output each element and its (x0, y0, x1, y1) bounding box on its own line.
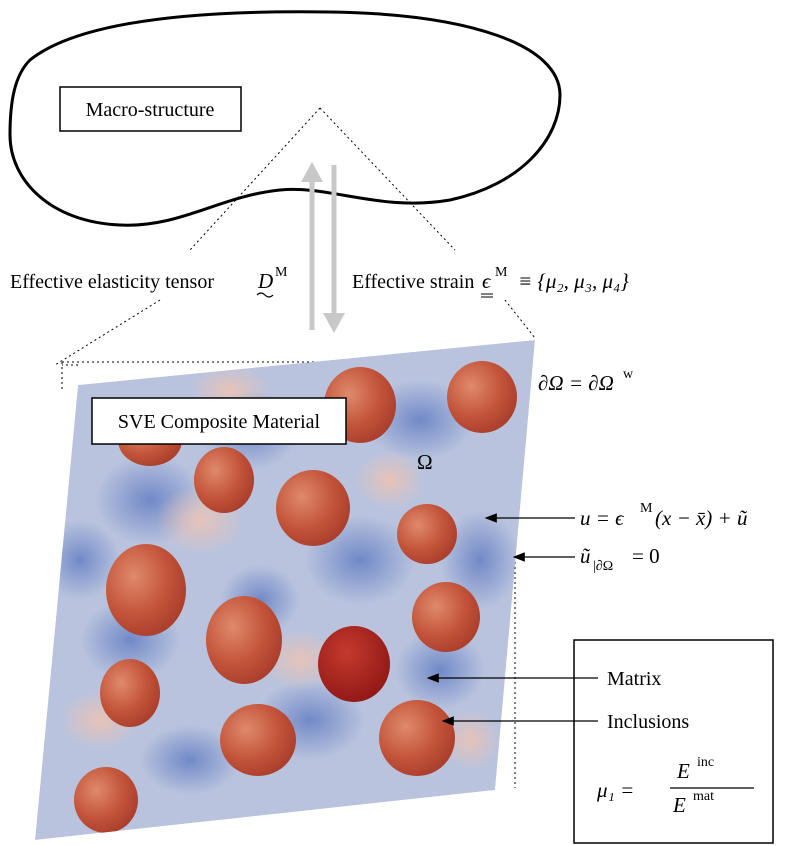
inclusion (318, 626, 390, 702)
displacement-equation-superscript: M (640, 501, 653, 516)
sve-label-box (91, 397, 347, 445)
boundary-condition-rest: = 0 (632, 544, 660, 568)
displacement-equation-rest: (x − x̄) + ũ (655, 506, 748, 530)
ratio-denominator-superscript: mat (693, 789, 714, 804)
legend-box (573, 639, 774, 844)
domain-label: Ω (417, 450, 433, 474)
elasticity-symbol: D (257, 269, 273, 293)
effective-elasticity-text: Effective elasticity tensor (10, 271, 214, 293)
ratio-denominator: E (672, 793, 686, 817)
displacement-equation-main: u = ϵ (580, 506, 625, 530)
inclusion (397, 504, 457, 564)
inclusion (276, 470, 350, 546)
boundary-superscript: w (623, 367, 634, 382)
boundary-equation: ∂Ω = ∂Ω (538, 371, 614, 395)
inclusion (220, 704, 296, 776)
ratio-numerator-superscript: inc (697, 755, 714, 770)
effective-strain-label: Effective strain ϵ M ≡ {μ₂, μ₃, μ₄} (352, 265, 629, 298)
inclusion (379, 700, 455, 776)
inclusion (74, 767, 138, 833)
macro-structure-label: Macro-structure (86, 99, 215, 121)
inclusion (194, 447, 254, 513)
matrix-field-red (60, 365, 500, 770)
effective-elasticity-label: Effective elasticity tensor D M (10, 265, 288, 298)
boundary-condition: ũ |∂Ω = 0 (512, 544, 660, 574)
strain-symbol: ϵ (482, 269, 492, 293)
strain-parameter-set: ≡ {μ₂, μ₃, μ₄} (518, 269, 629, 293)
inclusion (100, 659, 160, 727)
sve-composite-field (35, 340, 535, 840)
matrix-label: Matrix (607, 668, 661, 690)
macro-structure-outline (8, 10, 562, 227)
elasticity-superscript: M (275, 265, 288, 280)
stiffness-ratio: μ₁ = E inc E mat (596, 755, 754, 817)
inclusions-label: Inclusions (607, 711, 689, 733)
strain-superscript: M (495, 265, 508, 280)
ratio-lhs: μ₁ = (596, 778, 634, 802)
displacement-equation: u = ϵ M (x − x̄) + ũ (484, 501, 748, 530)
inclusion (106, 544, 186, 636)
effective-strain-text: Effective strain (352, 271, 474, 293)
inclusions (74, 361, 517, 833)
boundary-condition-symbol: ũ (580, 544, 591, 568)
inclusion (206, 596, 282, 684)
macro-structure-box (59, 86, 242, 132)
boundary-condition-subscript: |∂Ω (593, 559, 613, 574)
ratio-numerator: E (676, 759, 690, 783)
inclusion (412, 582, 480, 652)
boundary-label: ∂Ω = ∂Ω w (538, 367, 634, 395)
inclusion (447, 361, 517, 433)
sve-label: SVE Composite Material (118, 411, 321, 433)
scale-transition-arrows (301, 162, 345, 333)
